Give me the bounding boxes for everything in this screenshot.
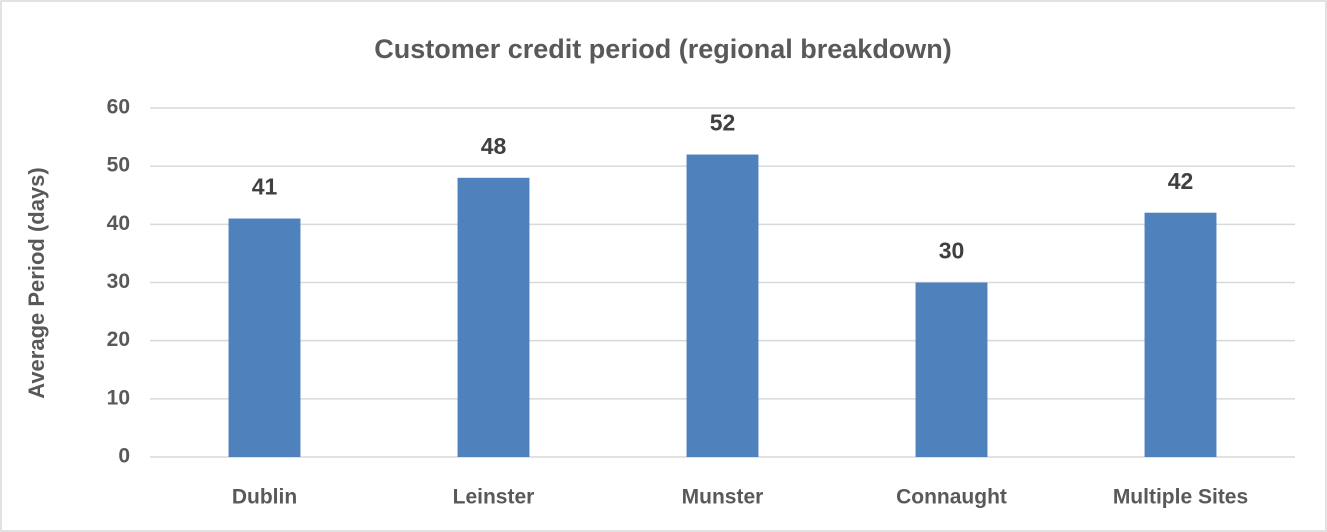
bar <box>457 177 530 458</box>
y-tick-label: 20 <box>107 328 130 351</box>
bar <box>686 154 759 458</box>
y-tick-label: 10 <box>107 386 130 409</box>
data-label: 41 <box>252 174 278 200</box>
data-label: 30 <box>939 238 965 264</box>
y-axis-label: Average Period (days) <box>24 167 49 399</box>
x-tick-label: Leinster <box>453 486 535 509</box>
x-tick-label: Connaught <box>896 486 1007 509</box>
bar <box>915 282 988 457</box>
x-tick-label: Multiple Sites <box>1113 486 1248 509</box>
bar <box>1144 212 1217 457</box>
y-tick-label: 30 <box>107 270 130 293</box>
y-tick-label: 40 <box>107 212 130 235</box>
x-tick-label: Dublin <box>232 486 297 509</box>
x-tick-label: Munster <box>682 486 764 509</box>
bar <box>228 218 301 457</box>
chart-title: Customer credit period (regional breakdo… <box>374 34 952 64</box>
data-label: 48 <box>481 133 507 159</box>
y-tick-label: 0 <box>118 445 130 468</box>
data-label: 42 <box>1168 168 1194 194</box>
y-tick-label: 60 <box>107 96 130 119</box>
data-label: 52 <box>710 110 736 136</box>
y-tick-label: 50 <box>107 154 130 177</box>
